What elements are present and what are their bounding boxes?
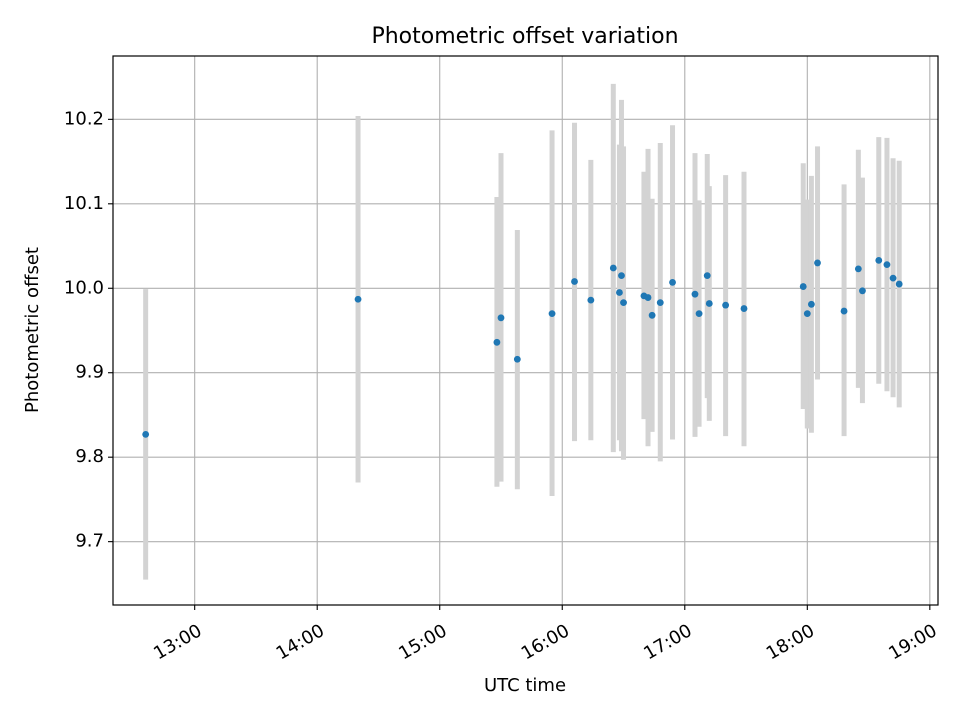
data-point [142,430,150,438]
data-point [548,310,556,318]
data-point [571,278,578,285]
data-point [814,259,821,267]
x-axis-label: UTC time [484,675,566,696]
data-point [620,299,627,307]
data-point [513,355,521,363]
data-point [493,338,501,346]
y-tick-label: 9.9 [75,362,104,383]
y-axis-label: Photometric offset [22,247,43,413]
data-point [799,283,807,290]
data-point [875,256,883,264]
data-point [895,280,903,288]
plot-area-frame [112,55,939,606]
y-tick-label: 10.0 [64,277,104,298]
data-point [807,300,815,308]
data-point [691,290,699,298]
data-point [883,261,891,269]
data-point [705,300,713,307]
data-point [854,265,862,273]
data-point [740,305,748,312]
chart-title: Photometric offset variation [371,24,678,49]
y-tick-label: 10.2 [64,108,104,129]
data-point [644,294,652,301]
data-point [648,311,656,319]
data-point [656,299,664,307]
data-point [587,296,595,304]
y-tick-label: 9.8 [75,446,104,467]
data-point [703,272,711,279]
data-point [722,301,730,309]
data-point [354,295,362,303]
data-point [695,310,703,318]
data-point [859,287,866,295]
data-point-layer [142,256,903,438]
data-point [669,278,676,286]
data-point [803,310,811,318]
data-point [840,307,848,315]
y-tick-label: 9.7 [75,531,104,552]
data-point [618,272,625,279]
data-point [616,289,623,296]
y-tick-label: 10.1 [64,193,104,214]
data-point [609,264,617,272]
axis-ticks: 13:00 14:00 15:00 16:00 17:00 18:00 19:009.79.… [64,108,941,664]
data-point [497,314,505,322]
data-point [889,274,897,282]
